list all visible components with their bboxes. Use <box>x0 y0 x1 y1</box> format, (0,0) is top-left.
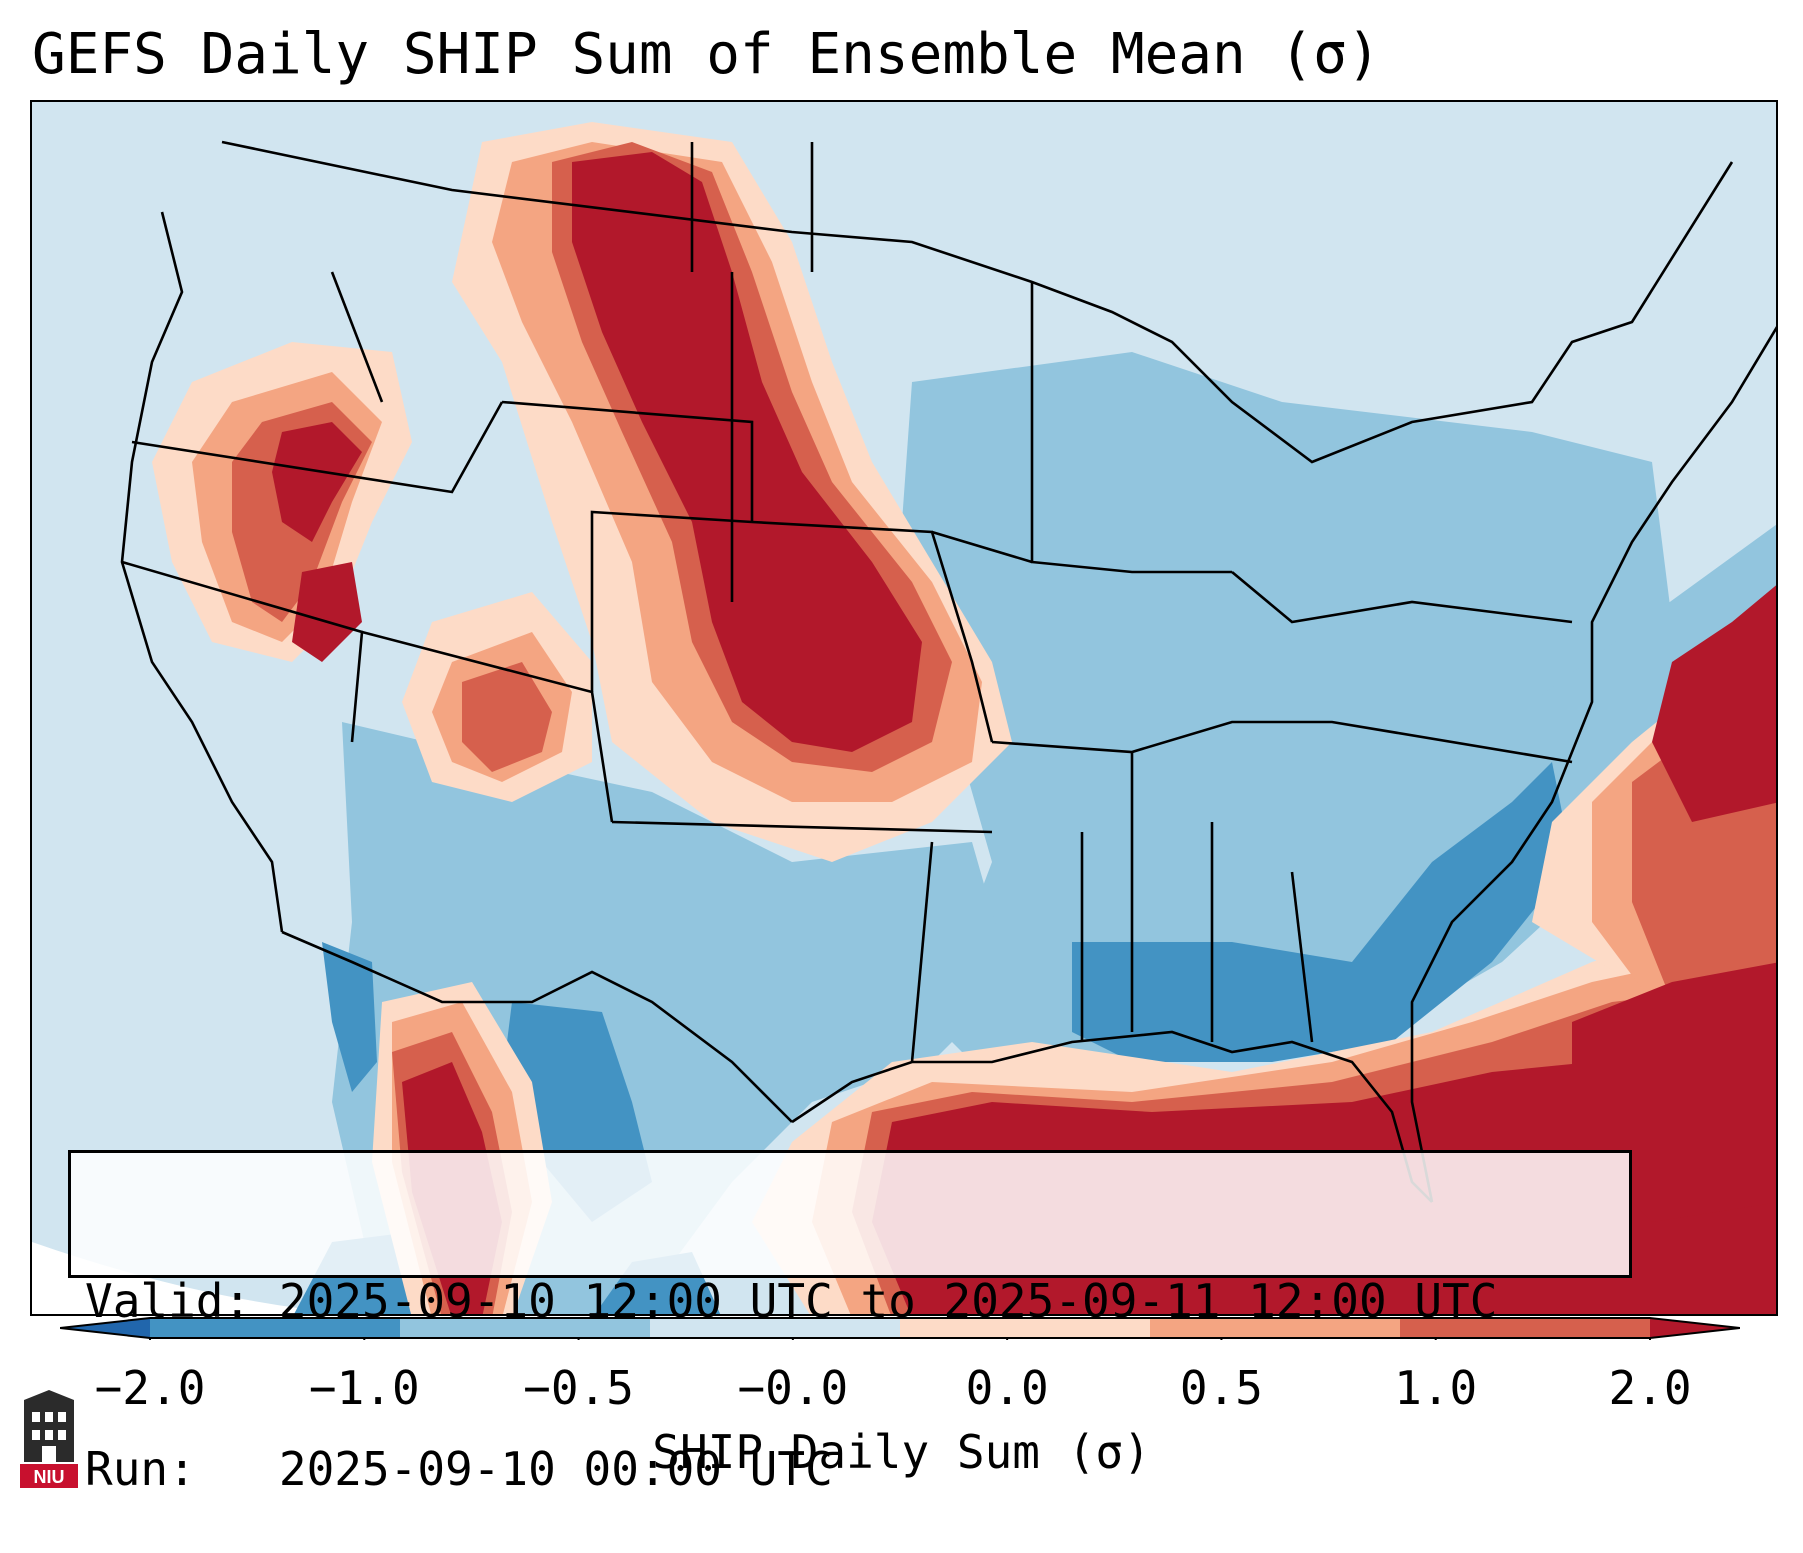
state-line-1 <box>131 401 504 494</box>
state-line-12 <box>1030 282 1232 574</box>
colorbar-segment <box>900 1318 1151 1338</box>
colorbar-tick-label: −1.0 <box>308 1361 420 1415</box>
ship-map <box>32 102 1776 1314</box>
state-line-7 <box>611 820 993 834</box>
colorbar-tick-label: 0.0 <box>965 1361 1049 1415</box>
us-west-coast <box>120 211 284 933</box>
colorbar-segment <box>150 1318 401 1338</box>
state-line-6 <box>751 520 994 743</box>
map-title: GEFS Daily SHIP Sum of Ensemble Mean (σ) <box>32 22 1381 87</box>
projection-corner-left <box>32 1242 350 1314</box>
colorbar <box>60 1317 1740 1340</box>
colorbar-segment <box>1400 1318 1651 1338</box>
colorbar-tick-label: −0.5 <box>523 1361 634 1415</box>
colorbar-tick-label: 2.0 <box>1608 1361 1692 1415</box>
great-basin-strong-anomaly <box>462 662 552 772</box>
valid-run-info-box: Valid: 2025-09-10 12:00 UTC to 2025-09-1… <box>68 1150 1632 1496</box>
colorbar-segment <box>650 1318 901 1338</box>
run-value: 2025-09-10 00:00 UTC <box>278 1442 833 1496</box>
nevada-maximum <box>292 562 362 662</box>
state-line-5 <box>590 510 753 692</box>
state-line-19 <box>910 841 934 1063</box>
colorbar-segment <box>1150 1318 1401 1338</box>
run-label: Run: <box>85 1442 196 1496</box>
southeast-minimum <box>1072 762 1572 1062</box>
plains-maximum <box>572 152 922 752</box>
state-line-4 <box>501 400 754 522</box>
baja-minimum <box>322 942 377 1092</box>
state-line-8 <box>991 720 1573 764</box>
gulf-coast <box>791 1030 1433 1203</box>
state-line-18 <box>330 271 384 403</box>
colorbar-label: SHIP Daily Sum (σ) <box>652 1425 1151 1479</box>
colorbar-tick-label: 1.0 <box>1394 1361 1478 1415</box>
state-line-11 <box>1290 871 1314 1043</box>
colorbar-tick-label: 0.5 <box>1179 1361 1263 1415</box>
colorbar-extension-high <box>1650 1318 1740 1338</box>
niu-logo-icon: NIU <box>20 1390 78 1488</box>
atlantic-coast <box>1410 326 1776 1203</box>
logo-text: NIU <box>34 1467 65 1487</box>
us-mexico-border <box>281 930 793 1123</box>
colorbar-segment <box>400 1318 651 1338</box>
northwest-maximum <box>272 422 362 542</box>
state-line-13 <box>931 530 1033 564</box>
boundaries <box>120 140 1776 1203</box>
colorbar-tick-label: −0.0 <box>737 1361 849 1415</box>
run-line: Run: 2025-09-10 00:00 UTC <box>85 1441 1615 1497</box>
colorbar-extension-low <box>60 1318 150 1338</box>
state-line-14 <box>1231 571 1573 624</box>
map-frame <box>30 100 1778 1316</box>
atlantic-maximum-upper <box>1652 585 1776 822</box>
colorbar-tick-label: −2.0 <box>94 1361 206 1415</box>
